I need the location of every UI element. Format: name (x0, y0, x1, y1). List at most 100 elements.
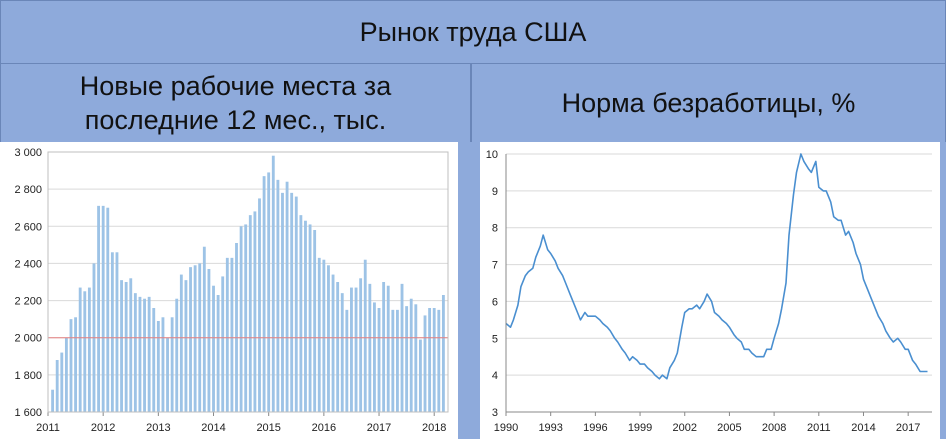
slide-title-bar: Рынок труда США (0, 0, 946, 64)
bar (304, 220, 307, 412)
bar (175, 298, 179, 412)
bar (345, 309, 349, 412)
bar (212, 285, 215, 412)
bar (262, 176, 266, 412)
bar (423, 315, 427, 412)
bar (230, 257, 234, 412)
bar (271, 155, 275, 412)
unemployment-chart-panel: 3 4 5 6 7 8 9 10 1990 1993 1996 1999 2002 2005 2008 201… (480, 142, 946, 439)
x-tick-label: 2012 (91, 422, 115, 434)
bar (267, 172, 271, 412)
bar (106, 207, 110, 412)
jobs-bar-chart: 1 600 1 800 2 000 2 200 2 400 2 600 2 800 3 000… (14, 147, 449, 434)
x-tick-label: 2011 (807, 422, 831, 434)
bar (418, 339, 422, 412)
bar (166, 337, 169, 412)
y-tick-label: 2 000 (14, 333, 42, 345)
x-tick-label: 2008 (762, 422, 786, 434)
bar (133, 293, 137, 412)
bar (377, 308, 381, 412)
bar (391, 309, 395, 412)
bar (239, 226, 243, 412)
bar (221, 276, 225, 412)
bar (258, 198, 261, 412)
bar (152, 308, 156, 412)
left-chart-header: Новые рабочие места за последние 12 мес.… (0, 63, 471, 143)
bar (64, 337, 68, 412)
x-tick-label: 2011 (36, 422, 60, 434)
y-tick-label: 5 (492, 333, 498, 345)
bar (170, 317, 174, 412)
y-tick-label: 6 (492, 296, 498, 308)
bar (290, 192, 294, 412)
bar (97, 205, 100, 412)
bar (235, 243, 238, 412)
y-tick-label: 7 (492, 260, 498, 272)
bar (354, 287, 358, 412)
bar (405, 306, 409, 412)
x-tick-label: 2014 (201, 422, 225, 434)
bar (327, 265, 330, 412)
x-tick-label: 2014 (851, 422, 875, 434)
left-chart-title: Новые рабочие места за последние 12 мес.… (79, 71, 392, 135)
bar (115, 252, 119, 412)
bar (414, 304, 418, 412)
bar (69, 319, 73, 412)
y-tick-label: 1 800 (14, 370, 42, 382)
y-tick-label: 2 400 (14, 258, 42, 270)
x-tick-label: 1990 (494, 422, 518, 434)
bar (193, 265, 197, 412)
bar (400, 283, 404, 412)
bar (184, 280, 188, 412)
y-tick-label: 8 (492, 223, 498, 235)
bar (276, 179, 280, 412)
y-tick-label: 3 (492, 407, 498, 419)
bar (189, 267, 192, 412)
bar (281, 192, 284, 412)
x-tick-label: 1996 (583, 422, 607, 434)
bar (179, 274, 183, 412)
x-tick-label: 2017 (367, 422, 391, 434)
bar (120, 280, 123, 412)
bar (253, 211, 257, 412)
x-tick-label: 2016 (312, 422, 336, 434)
bar (396, 309, 399, 412)
bar (373, 302, 376, 412)
bar (161, 317, 165, 412)
y-tick-label: 2 600 (14, 221, 42, 233)
bar (87, 287, 91, 412)
bar (308, 224, 312, 412)
bar (331, 274, 335, 412)
y-tick-label: 10 (486, 149, 498, 161)
bar (294, 196, 298, 412)
bar (74, 317, 78, 412)
y-tick-label: 1 600 (14, 407, 42, 419)
bar (322, 259, 326, 412)
bar (441, 295, 445, 412)
bar (382, 282, 386, 412)
bar (248, 215, 252, 412)
plot-area-border (47, 151, 449, 413)
bar (60, 352, 64, 412)
bar (156, 321, 160, 412)
bar (363, 259, 367, 412)
bar (340, 293, 344, 412)
bar (129, 278, 133, 412)
y-tick-label: 3 000 (14, 147, 42, 159)
x-tick-label: 1993 (538, 422, 562, 434)
bar (207, 269, 211, 412)
bar (299, 215, 303, 412)
x-tick-label: 2013 (146, 422, 170, 434)
x-tick-label: 2002 (672, 422, 696, 434)
bar (55, 360, 59, 412)
x-tick-label: 2015 (256, 422, 280, 434)
y-tick-label: 2 200 (14, 296, 42, 308)
bar (350, 287, 353, 412)
bar (202, 246, 206, 412)
bar (359, 278, 363, 412)
bar (244, 224, 248, 412)
bar (386, 285, 390, 412)
bar (285, 181, 289, 412)
x-tick-label: 2017 (896, 422, 920, 434)
